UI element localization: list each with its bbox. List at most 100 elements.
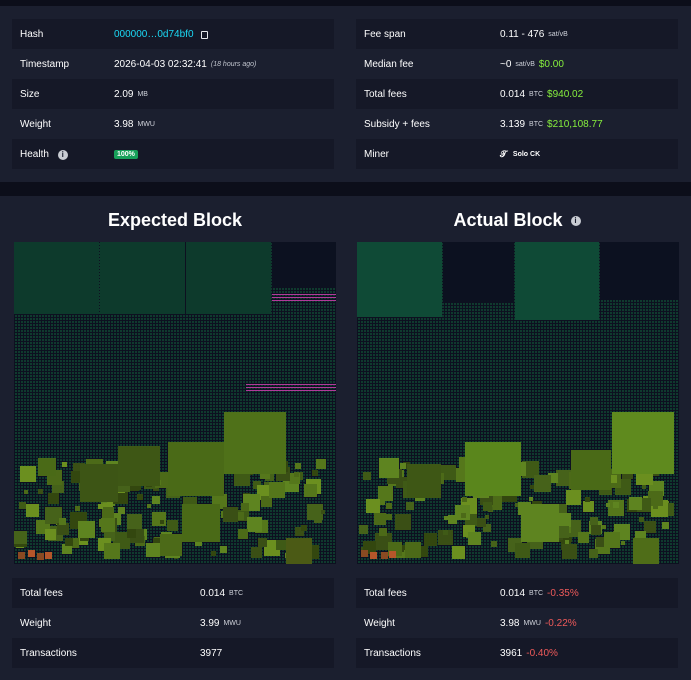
transaction-tile[interactable] xyxy=(438,530,453,545)
transaction-tile[interactable] xyxy=(585,497,590,502)
info-icon[interactable]: i xyxy=(57,149,68,160)
transaction-tile[interactable] xyxy=(557,513,571,527)
transaction-tile[interactable] xyxy=(639,517,644,522)
expected-block-visualization[interactable] xyxy=(14,242,336,564)
transaction-tile[interactable] xyxy=(363,472,371,480)
transaction-tile[interactable] xyxy=(45,552,52,559)
transaction-tile[interactable] xyxy=(69,538,79,548)
transaction-tile[interactable] xyxy=(589,549,598,558)
transaction-tile[interactable] xyxy=(359,525,368,534)
transaction-tile[interactable] xyxy=(443,242,513,302)
transaction-tile[interactable] xyxy=(236,512,244,520)
transaction-tile[interactable] xyxy=(224,412,286,474)
transaction-tile[interactable] xyxy=(633,538,659,564)
transaction-tile[interactable] xyxy=(556,470,572,486)
transaction-tile[interactable] xyxy=(653,504,658,509)
transaction-tile[interactable] xyxy=(662,522,669,529)
transaction-tile[interactable] xyxy=(246,387,336,388)
info-icon[interactable]: i xyxy=(570,216,581,227)
transaction-tile[interactable] xyxy=(566,490,581,505)
transaction-tile[interactable] xyxy=(20,466,36,482)
transaction-tile[interactable] xyxy=(529,497,533,501)
transaction-tile[interactable] xyxy=(276,540,286,550)
transaction-tile[interactable] xyxy=(234,470,250,486)
transaction-tile[interactable] xyxy=(381,552,388,559)
transaction-tile[interactable] xyxy=(168,442,224,496)
transaction-tile[interactable] xyxy=(444,516,448,520)
transaction-tile[interactable] xyxy=(127,514,142,529)
transaction-tile[interactable] xyxy=(38,489,43,494)
transaction-tile[interactable] xyxy=(483,524,491,532)
transaction-tile[interactable] xyxy=(452,546,465,559)
transaction-tile[interactable] xyxy=(601,242,679,300)
transaction-tile[interactable] xyxy=(137,494,143,500)
transaction-tile[interactable] xyxy=(160,520,164,524)
transaction-tile[interactable] xyxy=(146,543,160,557)
transaction-tile[interactable] xyxy=(583,501,594,512)
transaction-tile[interactable] xyxy=(316,459,326,469)
transaction-tile[interactable] xyxy=(642,473,649,480)
transaction-tile[interactable] xyxy=(272,242,336,287)
transaction-tile[interactable] xyxy=(304,484,317,497)
transaction-tile[interactable] xyxy=(57,523,69,535)
transaction-tile[interactable] xyxy=(24,490,28,494)
copy-icon[interactable] xyxy=(200,30,208,39)
transaction-tile[interactable] xyxy=(386,514,392,520)
transaction-tile[interactable] xyxy=(407,464,441,498)
transaction-tile[interactable] xyxy=(220,546,227,553)
transaction-tile[interactable] xyxy=(644,521,656,533)
transaction-tile[interactable] xyxy=(160,534,182,556)
transaction-tile[interactable] xyxy=(118,446,160,486)
transaction-tile[interactable] xyxy=(59,518,66,525)
transaction-tile[interactable] xyxy=(590,517,598,525)
transaction-tile[interactable] xyxy=(260,469,270,479)
transaction-tile[interactable] xyxy=(65,538,73,546)
transaction-tile[interactable] xyxy=(485,515,489,519)
transaction-tile[interactable] xyxy=(406,502,414,510)
transaction-tile[interactable] xyxy=(247,517,262,532)
transaction-tile[interactable] xyxy=(19,502,26,509)
transaction-tile[interactable] xyxy=(591,525,601,535)
transaction-tile[interactable] xyxy=(462,497,467,502)
transaction-tile[interactable] xyxy=(557,526,569,538)
transaction-tile[interactable] xyxy=(301,525,307,531)
transaction-tile[interactable] xyxy=(522,461,539,478)
transaction-tile[interactable] xyxy=(62,462,67,467)
transaction-tile[interactable] xyxy=(37,553,44,560)
transaction-tile[interactable] xyxy=(548,473,558,483)
transaction-tile[interactable] xyxy=(45,507,62,524)
transaction-tile[interactable] xyxy=(465,442,521,496)
transaction-tile[interactable] xyxy=(272,300,336,301)
transaction-tile[interactable] xyxy=(443,530,448,535)
transaction-tile[interactable] xyxy=(104,530,115,541)
transaction-tile[interactable] xyxy=(612,412,674,474)
transaction-tile[interactable] xyxy=(374,514,378,518)
transaction-tile[interactable] xyxy=(380,500,385,505)
miner-name[interactable]: Solo CK xyxy=(512,150,541,158)
transaction-tile[interactable] xyxy=(80,464,118,502)
transaction-tile[interactable] xyxy=(604,532,620,548)
transaction-tile[interactable] xyxy=(75,506,80,511)
transaction-tile[interactable] xyxy=(461,513,466,518)
transaction-tile[interactable] xyxy=(241,503,249,511)
transaction-tile[interactable] xyxy=(515,242,599,320)
transaction-tile[interactable] xyxy=(642,485,646,489)
transaction-tile[interactable] xyxy=(28,550,35,557)
transaction-tile[interactable] xyxy=(269,482,285,498)
transaction-tile[interactable] xyxy=(104,543,120,559)
transaction-tile[interactable] xyxy=(530,485,534,489)
transaction-tile[interactable] xyxy=(562,544,577,559)
transaction-tile[interactable] xyxy=(448,515,457,524)
transaction-tile[interactable] xyxy=(571,450,611,490)
transaction-tile[interactable] xyxy=(238,529,248,539)
transaction-tile[interactable] xyxy=(186,242,271,314)
transaction-tile[interactable] xyxy=(100,242,185,314)
transaction-tile[interactable] xyxy=(515,543,530,558)
transaction-tile[interactable] xyxy=(578,532,589,543)
transaction-tile[interactable] xyxy=(62,544,72,554)
transaction-tile[interactable] xyxy=(258,538,267,547)
transaction-tile[interactable] xyxy=(182,504,220,542)
transaction-tile[interactable] xyxy=(251,547,262,558)
transaction-tile[interactable] xyxy=(78,521,95,538)
transaction-tile[interactable] xyxy=(403,462,410,469)
